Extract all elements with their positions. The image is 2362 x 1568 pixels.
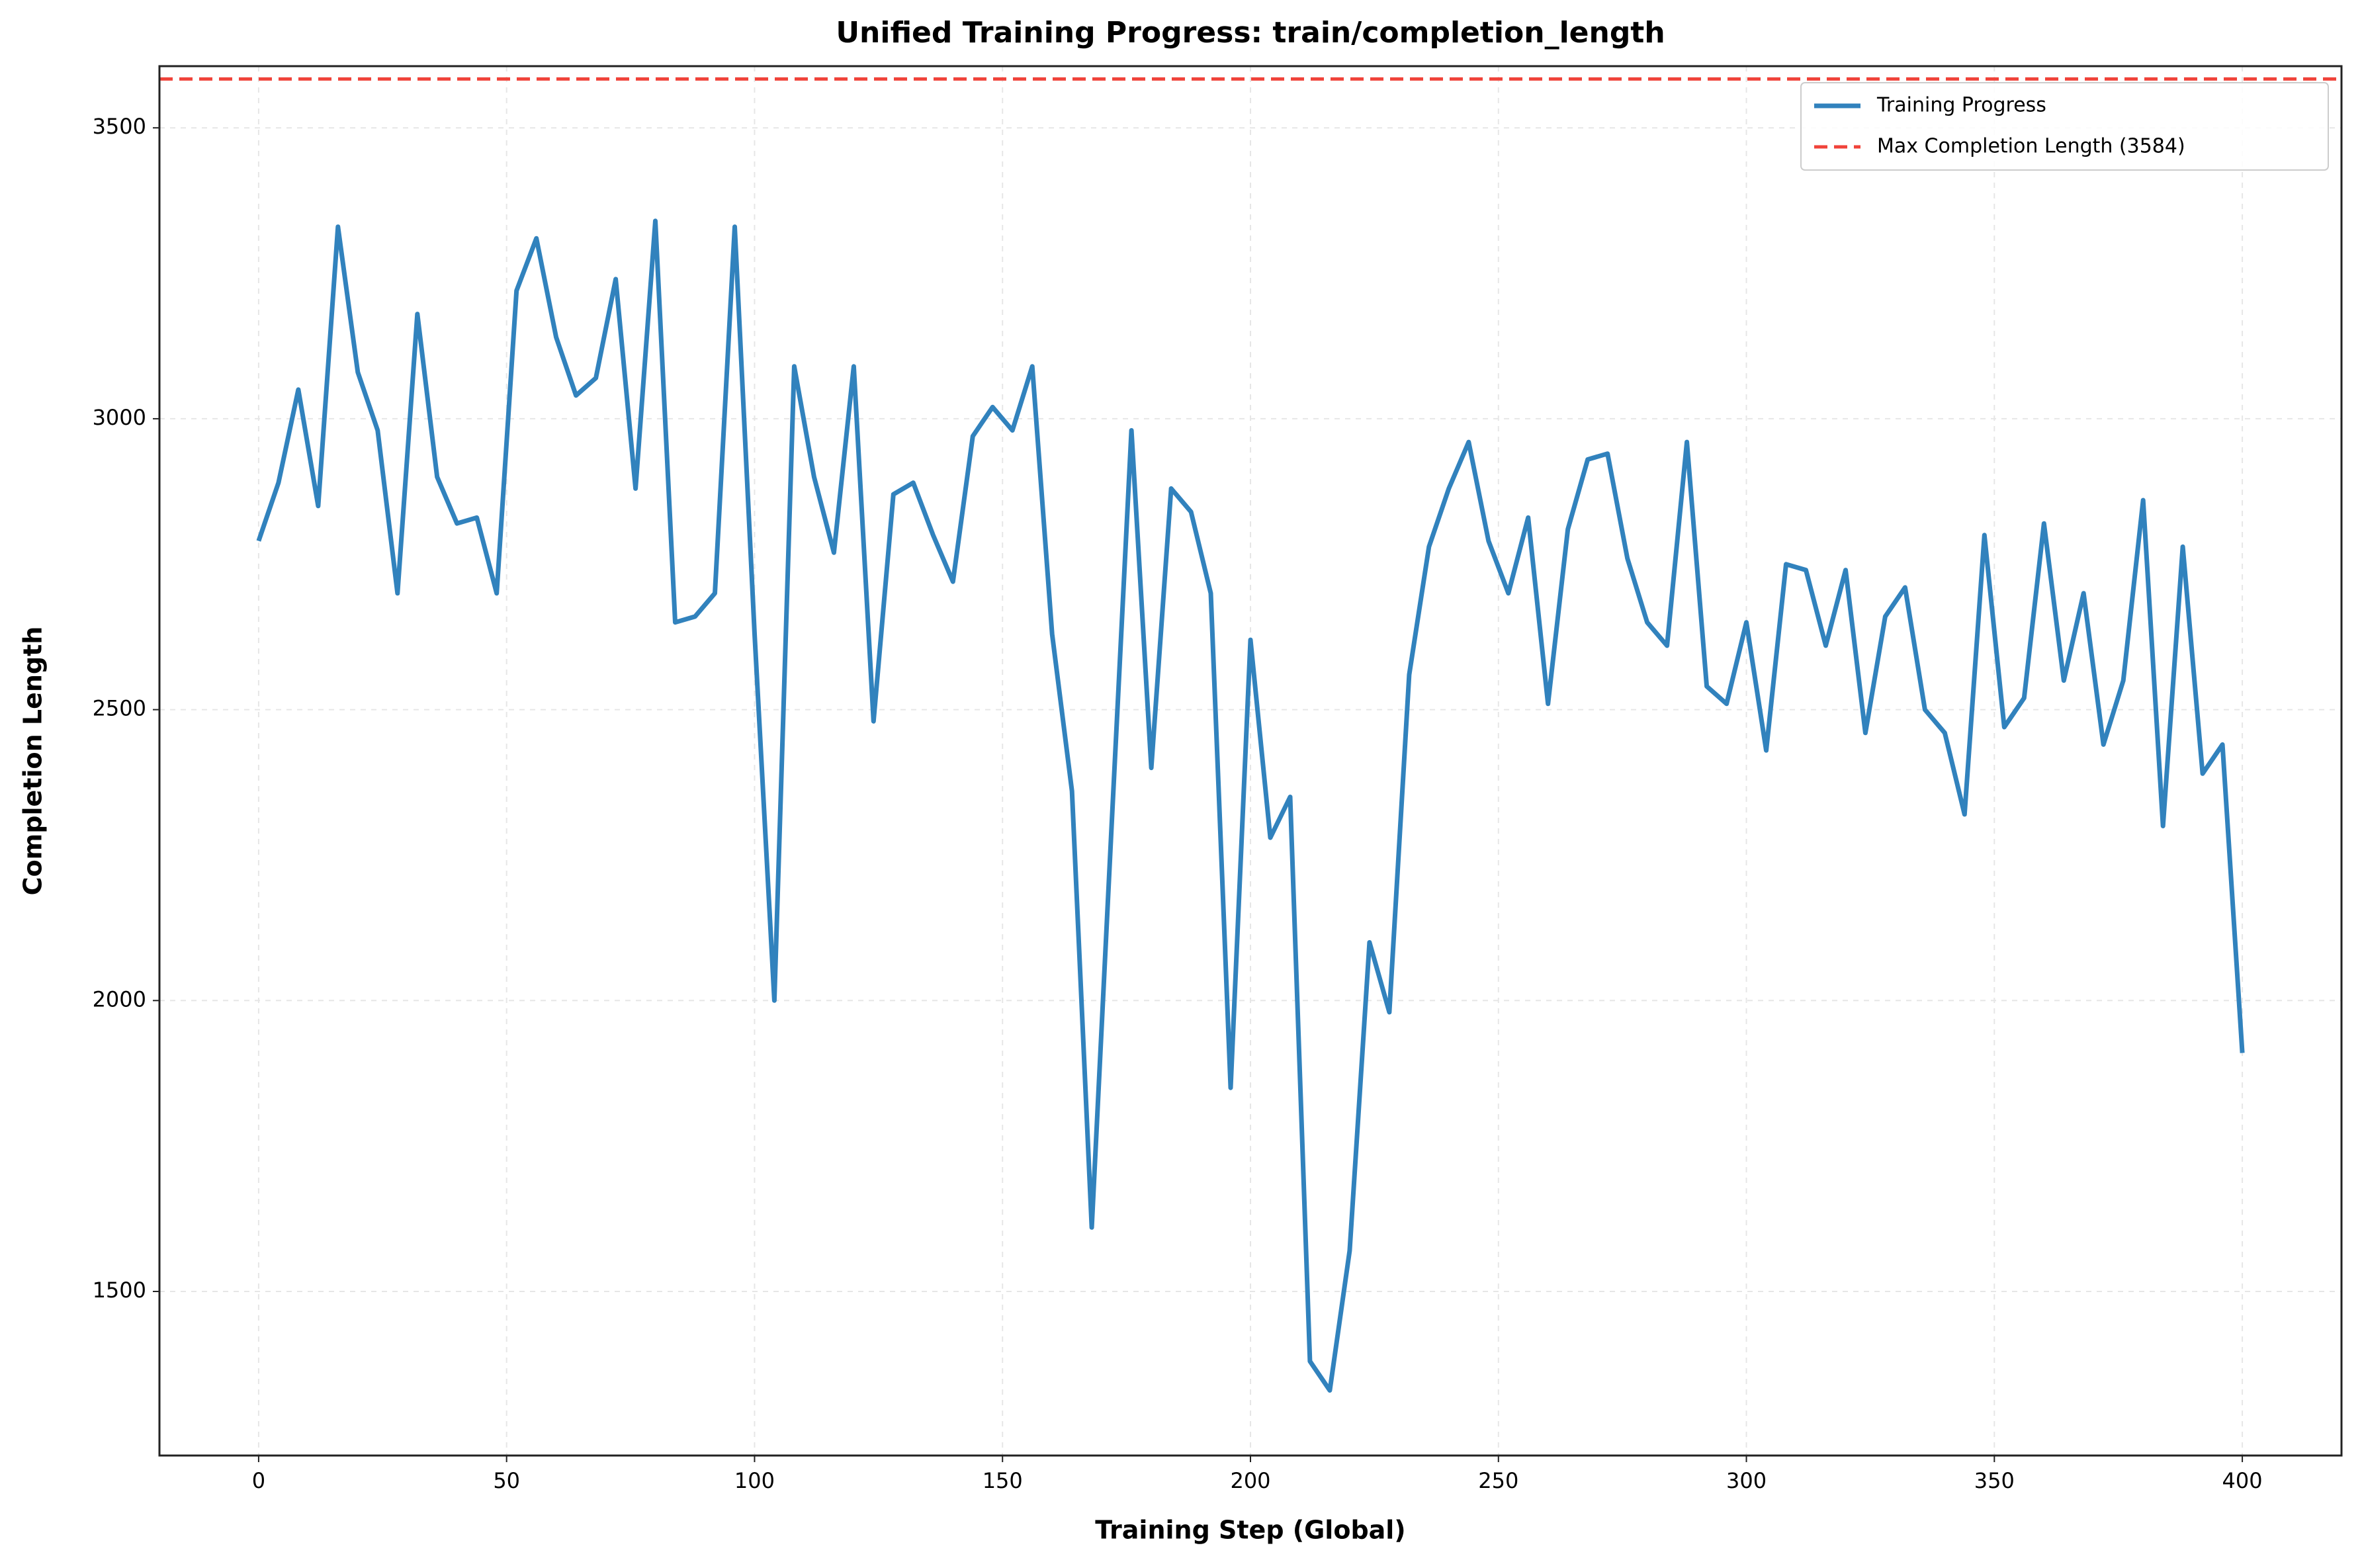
- y-axis-label: Completion Length: [19, 627, 48, 896]
- plot-frame: [158, 65, 2343, 1457]
- x-axis-label: Training Step (Global): [1095, 1516, 1405, 1545]
- x-tick-label: 200: [1230, 1468, 1270, 1493]
- x-tick-label: 0: [252, 1468, 265, 1493]
- y-tick-label: 3000: [93, 405, 146, 430]
- x-tick-label: 400: [2222, 1468, 2263, 1493]
- x-tick-label: 100: [734, 1468, 775, 1493]
- data-line: [256, 218, 2245, 1393]
- legend-label: Max Completion Length (3584): [1877, 135, 2185, 158]
- legend-box: [1800, 82, 2329, 171]
- legend-label: Training Progress: [1876, 94, 2046, 117]
- x-tick-label: 300: [1726, 1468, 1767, 1493]
- x-tick-label: 250: [1478, 1468, 1518, 1493]
- y-tick-label: 3500: [93, 114, 146, 139]
- y-tick-label: 2000: [93, 986, 146, 1012]
- y-tick-label: 2500: [93, 696, 146, 721]
- x-tick-label: 350: [1974, 1468, 2015, 1493]
- y-tick-label: 1500: [93, 1278, 146, 1303]
- x-tick-label: 50: [493, 1468, 520, 1493]
- chart-title: Unified Training Progress: train/complet…: [836, 16, 1665, 50]
- x-tick-label: 150: [983, 1468, 1023, 1493]
